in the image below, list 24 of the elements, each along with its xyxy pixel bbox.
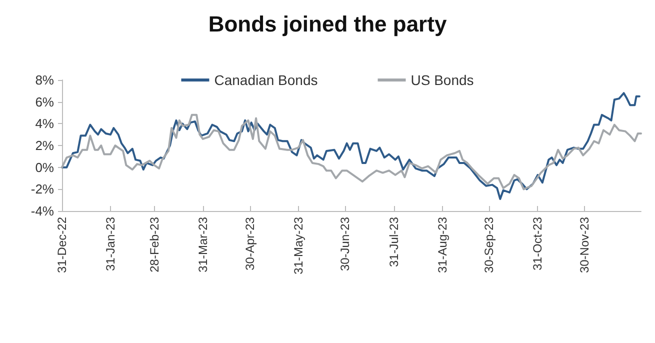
legend-label: US Bonds — [410, 72, 474, 88]
x-tick-label: 31-Mar-23 — [196, 216, 210, 272]
x-tick-label: 31-Aug-23 — [435, 216, 450, 274]
x-tick-label: 28-Feb-23 — [147, 216, 162, 272]
y-tick-label: 0% — [35, 160, 54, 175]
line-series — [61, 114, 642, 190]
x-tick-label: 30-Apr-23 — [242, 216, 257, 270]
x-tick-label: 31-Jul-23 — [386, 216, 401, 268]
legend-label: Canadian Bonds — [214, 72, 318, 88]
x-tick-label: 30-Sep-23 — [482, 216, 496, 274]
line-series — [61, 92, 640, 200]
x-tick-label: 30-Nov-23 — [578, 216, 592, 274]
y-tick-label: -2% — [30, 182, 54, 197]
y-tick-label: -4% — [30, 204, 54, 218]
x-tick-label: 31-Oct-23 — [530, 216, 545, 270]
x-tick-label: 31-Jan-23 — [104, 216, 118, 272]
x-tick-label: 31-Dec-22 — [55, 216, 69, 274]
y-tick-label: 2% — [35, 138, 54, 153]
x-tick-label: 31-May-23 — [291, 216, 306, 274]
y-tick-label: 6% — [35, 94, 54, 110]
y-tick-label: 8% — [35, 72, 54, 88]
chart-title: Bonds joined the party — [208, 12, 448, 36]
y-tick-label: 4% — [35, 116, 54, 132]
x-tick-label: 30-Jun-23 — [338, 216, 352, 272]
